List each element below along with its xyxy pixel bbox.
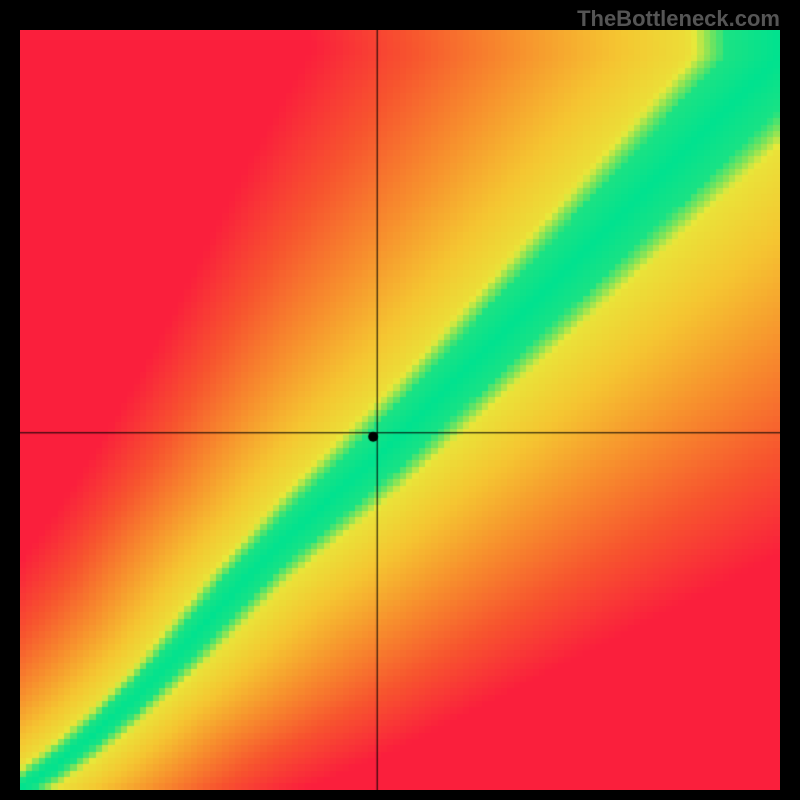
watermark-text: TheBottleneck.com	[577, 6, 780, 32]
bottleneck-heatmap-canvas	[20, 30, 780, 790]
chart-container: TheBottleneck.com	[0, 0, 800, 800]
